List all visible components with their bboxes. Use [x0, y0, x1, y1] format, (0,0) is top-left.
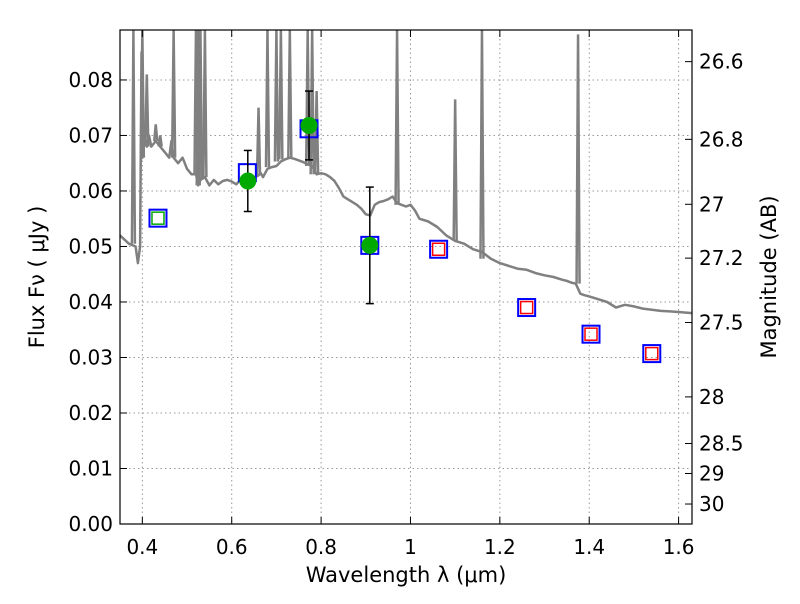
- x-tick-label: 1: [404, 535, 417, 559]
- right-tick-label: 29: [699, 461, 724, 485]
- emission-line: [287, 29, 293, 158]
- x-tick-label: 1.2: [484, 535, 516, 559]
- emission-line: [153, 124, 159, 142]
- right-tick-label: 27.5: [699, 311, 744, 335]
- y-tick-label: 0.02: [68, 401, 113, 425]
- observed-point: [300, 116, 318, 134]
- x-tick-label: 0.6: [216, 535, 248, 559]
- x-axis-ticks: 0.4 0.6 0.8 1 1.2 1.4 1.6: [126, 30, 695, 559]
- x-tick-label: 1.4: [573, 535, 605, 559]
- model-photometry-inner: [519, 300, 534, 315]
- emission-line: [575, 34, 581, 284]
- emission-line: [313, 91, 320, 174]
- right-tick-label: 28: [699, 385, 724, 409]
- right-tick-label: 28.5: [699, 432, 744, 456]
- emission-line: [273, 29, 280, 162]
- emission-line: [479, 29, 485, 259]
- right-tick-label: 26.6: [699, 50, 744, 74]
- y-tick-label: 0.00: [68, 512, 113, 536]
- model-photometry-inner: [431, 242, 446, 256]
- model-photometry-point: [429, 239, 449, 259]
- model-photometry-point: [517, 298, 537, 318]
- emission-line: [157, 135, 163, 147]
- emission-line: [264, 29, 271, 168]
- model-photometry-inner: [645, 346, 659, 361]
- observed-points: [239, 90, 379, 305]
- emission-line: [130, 29, 137, 244]
- right-tick-label: 30: [699, 492, 724, 516]
- emission-line: [255, 107, 262, 176]
- y-tick-label: 0.04: [68, 290, 113, 314]
- x-tick-label: 0.4: [126, 535, 158, 559]
- model-continuum-line: [119, 50, 693, 315]
- x-tick-label: 0.8: [305, 535, 337, 559]
- emission-line: [278, 29, 284, 160]
- x-tick-label: 1.6: [663, 535, 695, 559]
- y-tick-label: 0.01: [68, 456, 113, 480]
- right-tick-label: 26.8: [699, 127, 744, 151]
- grid-lines: [120, 30, 692, 524]
- emission-line: [202, 29, 208, 178]
- model-photometry-inner: [584, 327, 598, 341]
- y-tick-label: 0.08: [68, 68, 113, 92]
- x-axis-label: Wavelength λ (μm): [306, 563, 507, 587]
- observed-point: [239, 172, 257, 190]
- model-photometry-inner: [151, 211, 165, 225]
- y-tick-label: 0.07: [68, 123, 113, 147]
- right-axis-label: Magnitude (AB): [757, 195, 781, 358]
- emission-line: [144, 74, 150, 147]
- model-photometry-point: [148, 208, 168, 228]
- y-tick-label: 0.06: [68, 179, 113, 203]
- emission-line: [170, 29, 177, 158]
- model-spectrum: [119, 29, 693, 315]
- y-axis-ticks: 0.00 0.01 0.02 0.03 0.04 0.05 0.06 0.07 0.08: [68, 68, 127, 536]
- y-axis-label: Flux Fν ( μJy ): [25, 206, 49, 349]
- model-photometry-point: [581, 324, 601, 344]
- observed-point: [361, 236, 379, 254]
- emission-line: [394, 29, 400, 205]
- y-tick-label: 0.03: [68, 345, 113, 369]
- plot-frame: [119, 29, 693, 525]
- right-axis-ticks: 26.6 26.8 27 27.2 27.5 28 28.5 29 30: [685, 50, 744, 516]
- right-tick-label: 27.2: [699, 246, 744, 270]
- model-photometry-boxes: [148, 119, 662, 364]
- right-tick-label: 27: [699, 192, 724, 216]
- emission-line: [309, 29, 315, 175]
- emission-line: [452, 99, 458, 241]
- y-tick-label: 0.05: [68, 234, 113, 258]
- model-photometry-point: [642, 344, 662, 364]
